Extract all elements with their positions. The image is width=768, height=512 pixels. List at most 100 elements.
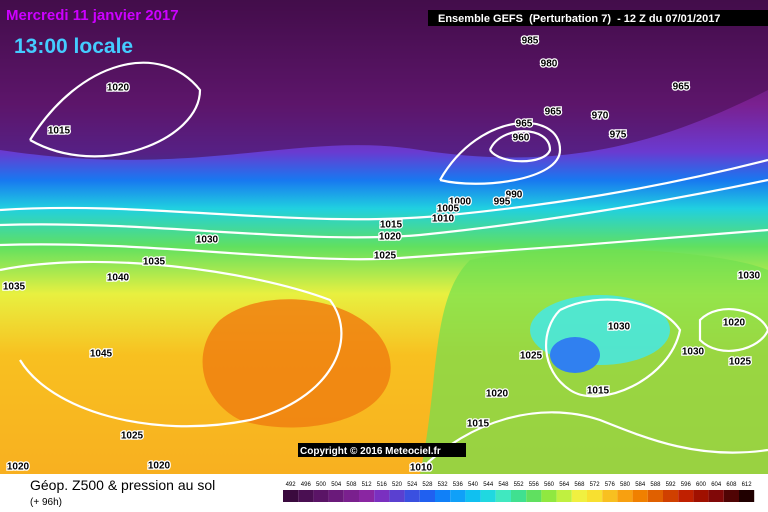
isobar-label: 1025 (520, 351, 543, 362)
legend-label: 552 (514, 482, 525, 488)
legend-swatch (328, 490, 344, 502)
legend-label: 548 (498, 482, 509, 488)
isobar-label: 965 (673, 82, 690, 93)
legend-swatch (708, 490, 724, 502)
isobar-label: 1025 (121, 431, 144, 442)
legend-swatch (389, 490, 405, 502)
isobar-label: 1045 (90, 349, 113, 360)
isobar-label: 980 (541, 59, 558, 70)
legend-label: 604 (711, 482, 722, 488)
low-area (0, 0, 768, 160)
isobar-label: 1015 (48, 126, 71, 137)
legend-swatch (693, 490, 709, 502)
legend-swatch (419, 490, 435, 502)
legend-label: 508 (346, 482, 357, 488)
legend-swatch (283, 490, 299, 502)
legend-label: 512 (362, 482, 373, 488)
isobar-label: 1025 (374, 251, 397, 262)
legend-swatch (480, 490, 496, 502)
legend-label: 516 (377, 482, 388, 488)
legend-swatch (556, 490, 572, 502)
isobars (0, 61, 768, 471)
legend-swatch (541, 490, 557, 502)
legend-label: 544 (483, 482, 494, 488)
legend-swatch (526, 490, 542, 502)
legend-label: 568 (574, 482, 585, 488)
legend-label: 572 (590, 482, 601, 488)
legend-label: 580 (620, 482, 631, 488)
legend-swatch (343, 490, 359, 502)
isobar-label: 1015 (467, 419, 490, 430)
footer-lead: (+ 96h) (30, 497, 62, 508)
legend-swatch (602, 490, 618, 502)
isobar-label: 1020 (486, 389, 509, 400)
isobar-label: 985 (522, 36, 539, 47)
legend-label: 596 (681, 482, 692, 488)
legend-swatch (359, 490, 375, 502)
isobar-label: 960 (513, 133, 530, 144)
legend-label: 592 (666, 482, 677, 488)
legend-swatch (313, 490, 329, 502)
isobar-label: 1030 (196, 235, 219, 246)
legend-swatch (450, 490, 466, 502)
legend-label: 504 (331, 482, 342, 488)
legend-swatch (739, 490, 755, 502)
legend-swatch (404, 490, 420, 502)
run-info: Ensemble GEFS (Perturbation 7) - 12 Z du… (438, 13, 720, 25)
warm-area (202, 299, 391, 428)
legend-swatch (663, 490, 679, 502)
legend-swatch (374, 490, 390, 502)
date: Mercredi 11 janvier 2017 (6, 7, 179, 24)
isobar-label: 1015 (587, 386, 610, 397)
legend-label: 528 (422, 482, 433, 488)
legend-swatch (647, 490, 663, 502)
isobar-label: 1020 (107, 83, 130, 94)
legend-swatch (298, 490, 314, 502)
isobar-label: 1025 (729, 357, 752, 368)
cold-core (550, 337, 600, 373)
isobar-label: 965 (516, 119, 533, 130)
footer-title: Géop. Z500 & pression au sol (30, 477, 215, 493)
legend-label: 584 (635, 482, 646, 488)
isobar-label: 1035 (143, 257, 166, 268)
isobar-label: 990 (506, 190, 523, 201)
legend-swatch (587, 490, 603, 502)
legend-swatch (678, 490, 694, 502)
legend-label: 608 (726, 482, 737, 488)
legend-swatch (617, 490, 633, 502)
legend-label: 500 (316, 482, 327, 488)
legend-label: 520 (392, 482, 403, 488)
legend-swatch (465, 490, 481, 502)
legend-label: 524 (407, 482, 418, 488)
legend-label: 560 (544, 482, 555, 488)
legend-swatch (571, 490, 587, 502)
legend-swatch (632, 490, 648, 502)
isobar-label: 1030 (738, 271, 761, 282)
copyright-bar (298, 443, 466, 457)
isobar-label: 995 (494, 197, 511, 208)
legend-label: 600 (696, 482, 707, 488)
legend-label: 496 (301, 482, 312, 488)
isobar-label: 1035 (3, 282, 26, 293)
legend-label: 564 (559, 482, 570, 488)
isobar-label: 1020 (723, 318, 746, 329)
legend-label: 532 (438, 482, 449, 488)
isobar-label: 975 (610, 130, 627, 141)
legend-swatch (495, 490, 511, 502)
isobar-label: 1040 (107, 273, 130, 284)
legend-swatch (435, 490, 451, 502)
legend-label: 540 (468, 482, 479, 488)
legend-label: 536 (453, 482, 464, 488)
time: 13:00 locale (14, 35, 133, 58)
legend-label: 576 (605, 482, 616, 488)
isobar-label: 1010 (432, 214, 455, 225)
isobar-label: 1020 (379, 232, 402, 243)
isobar-label: 970 (592, 111, 609, 122)
isobar-label: 1030 (608, 322, 631, 333)
legend-swatch (511, 490, 527, 502)
copyright: Copyright © 2016 Meteociel.fr (300, 446, 441, 457)
legend-label: 588 (650, 482, 661, 488)
isobar-label: 1005 (437, 204, 460, 215)
isobar-label: 1020 (148, 461, 171, 472)
